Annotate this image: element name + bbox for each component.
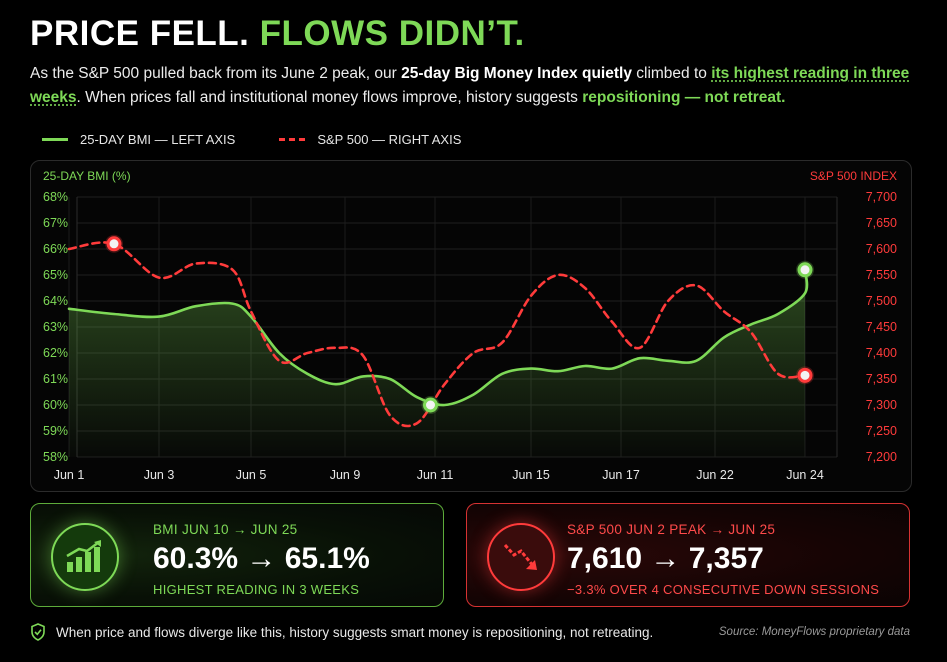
subtitle-highlight-green: repositioning — not retreat.	[582, 89, 786, 106]
right-tick-label: 7,600	[866, 242, 897, 256]
source-note: Source: MoneyFlows proprietary data	[718, 626, 910, 638]
left-tick-label: 59%	[43, 424, 68, 438]
subtitle-bold: 25-day	[401, 65, 451, 82]
data-point-marker	[797, 367, 813, 383]
right-axis-title: S&P 500 INDEX	[810, 169, 897, 183]
right-tick-label: 7,350	[866, 372, 897, 386]
right-tick-label: 7,550	[866, 268, 897, 282]
left-tick-label: 68%	[43, 190, 68, 204]
left-axis-title: 25-DAY BMI (%)	[43, 169, 131, 183]
line-chart: 25-DAY BMI (%) S&P 500 INDEX 58% 59% 60% 61% 6…	[43, 169, 897, 482]
bmi-card-note: HIGHEST READING IN 3 WEEKS	[153, 582, 360, 597]
x-tick-label: Jun 15	[512, 468, 550, 482]
subtitle-highlight: its highest reading in three weeks	[30, 65, 910, 106]
sp-card: S&P 500 JUN 2 PEAK → JUN 25 7,610 → 7,35…	[466, 503, 910, 607]
legend-dashed-swatch	[279, 138, 306, 141]
x-tick-label: Jun 3	[144, 468, 175, 482]
x-tick-label: Jun 1	[54, 468, 85, 482]
x-tick-label: Jun 17	[602, 468, 640, 482]
headline: PRICE FELL. FLOWS DIDN’T.	[30, 14, 525, 54]
subtitle-text: climbed to	[631, 65, 712, 82]
right-tick-label: 7,700	[866, 190, 897, 204]
x-tick-label: Jun 22	[696, 468, 734, 482]
data-point-marker	[106, 236, 122, 252]
bmi-card: BMI JUN 10 → JUN 25 60.3% → 65.1% HIGHES…	[30, 503, 444, 607]
subtitle: As the S&P 500 pulled back from its June…	[30, 62, 910, 110]
left-tick-label: 64%	[43, 294, 68, 308]
legend-solid-swatch	[42, 138, 68, 141]
bmi-area-fill	[69, 269, 807, 457]
right-tick-label: 7,200	[866, 450, 897, 464]
right-tick-label: 7,250	[866, 424, 897, 438]
x-tick-label: Jun 11	[417, 468, 454, 482]
subtitle-bold: Big Money Index	[454, 65, 578, 82]
x-tick-label: Jun 24	[786, 468, 824, 482]
bmi-series-line	[67, 268, 809, 407]
left-tick-label: 62%	[43, 346, 68, 360]
shield-check-icon	[31, 623, 45, 641]
sp500-series-line	[67, 241, 809, 428]
footer: When price and flows diverge like this, …	[30, 623, 910, 641]
subtitle-text: As the S&P 500 pulled back from its June…	[30, 65, 402, 82]
headline-part2: FLOWS DIDN’T.	[259, 14, 525, 53]
bar-chart-up-icon	[51, 523, 119, 591]
right-tick-label: 7,650	[866, 216, 897, 230]
right-tick-label: 7,300	[866, 398, 897, 412]
right-tick-label: 7,400	[866, 346, 897, 360]
left-tick-label: 63%	[43, 320, 68, 334]
bmi-card-value: 60.3% → 65.1%	[153, 542, 370, 575]
chart-legend: 25-DAY BMI — LEFT AXIS S&P 500 — RIGHT A…	[42, 132, 461, 147]
left-tick-label: 65%	[43, 268, 68, 282]
bmi-card-label: BMI JUN 10 → JUN 25	[153, 522, 298, 537]
footer-text: When price and flows diverge like this, …	[56, 624, 654, 640]
trend-down-icon	[487, 523, 555, 591]
legend-sp: S&P 500 — RIGHT AXIS	[317, 132, 462, 147]
left-tick-label: 67%	[43, 216, 68, 230]
right-tick-label: 7,450	[866, 320, 897, 334]
sp-card-value: 7,610 → 7,357	[567, 542, 764, 575]
x-tick-label: Jun 5	[236, 468, 267, 482]
left-tick-label: 66%	[43, 242, 68, 256]
data-point-marker	[423, 397, 438, 413]
right-tick-label: 7,500	[866, 294, 897, 308]
subtitle-text: . When prices fall and institutional mon…	[76, 89, 583, 106]
data-point-marker	[797, 262, 813, 278]
x-tick-label: Jun 9	[330, 468, 361, 482]
chart-panel: 25-DAY BMI (%) S&P 500 INDEX 58% 59% 60% 61% 6…	[30, 160, 912, 492]
headline-part1: PRICE FELL.	[30, 14, 250, 53]
sp-card-note: −3.3% OVER 4 CONSECUTIVE DOWN SESSIONS	[567, 582, 880, 597]
sp-card-label: S&P 500 JUN 2 PEAK → JUN 25	[567, 522, 776, 537]
subtitle-bold: quietly	[581, 65, 632, 82]
left-tick-label: 60%	[43, 398, 68, 412]
legend-bmi: 25-DAY BMI — LEFT AXIS	[80, 132, 236, 147]
left-tick-label: 61%	[43, 372, 68, 386]
left-tick-label: 58%	[43, 450, 68, 464]
